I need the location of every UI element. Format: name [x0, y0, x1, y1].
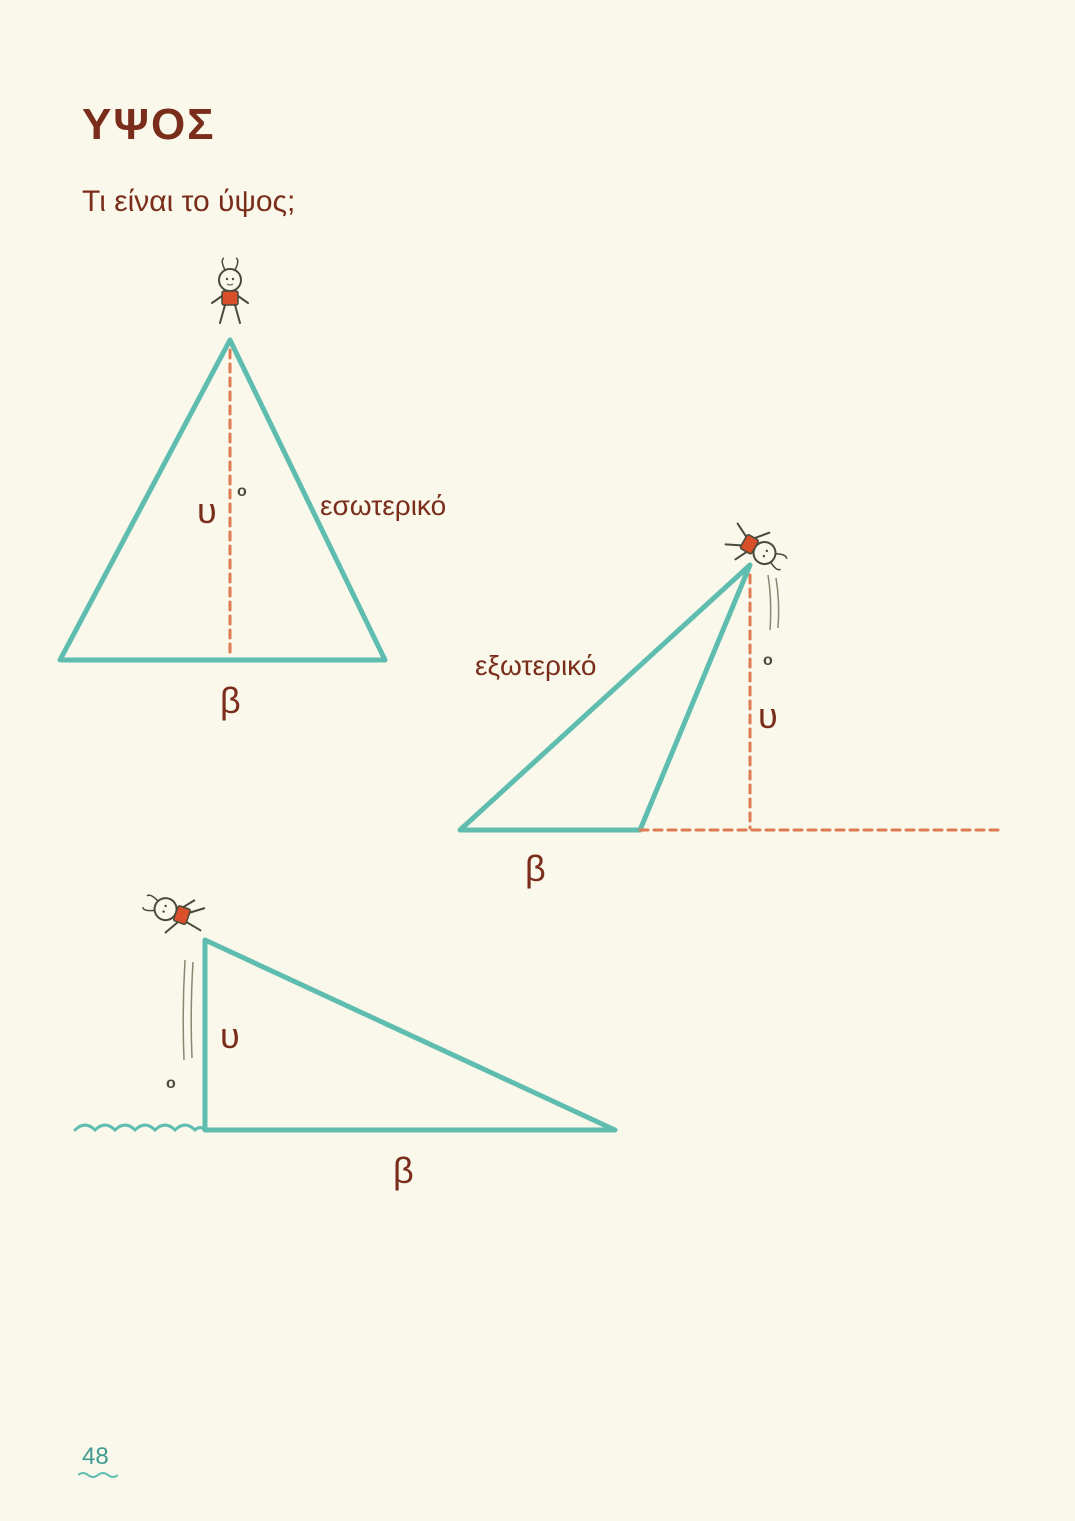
page-number-wave-icon [78, 1471, 118, 1479]
triangle2-height-label: υ [758, 695, 778, 737]
triangle1-height-label: υ [197, 490, 217, 532]
page-title: ΥΨΟΣ [82, 100, 216, 150]
triangle3-height-label: υ [220, 1015, 240, 1057]
triangle3-group [75, 885, 615, 1130]
triangle1-base-label: β [220, 680, 241, 722]
triangle3-right-angle-icon: o [166, 1075, 176, 1093]
triangle3-base-label: β [393, 1150, 414, 1192]
triangle1-group [60, 258, 385, 660]
page-number: 48 [82, 1443, 109, 1471]
triangle2-base-label: β [525, 848, 546, 890]
triangle1-right-angle-icon: o [237, 483, 247, 501]
triangle2-right-angle-icon: o [763, 652, 773, 670]
triangle1-label: εσωτερικό [320, 490, 446, 522]
triangle2-label: εξωτερικό [475, 650, 596, 682]
page-subtitle: Τι είναι το ύψος; [82, 185, 295, 219]
geometry-canvas [0, 0, 1075, 1521]
